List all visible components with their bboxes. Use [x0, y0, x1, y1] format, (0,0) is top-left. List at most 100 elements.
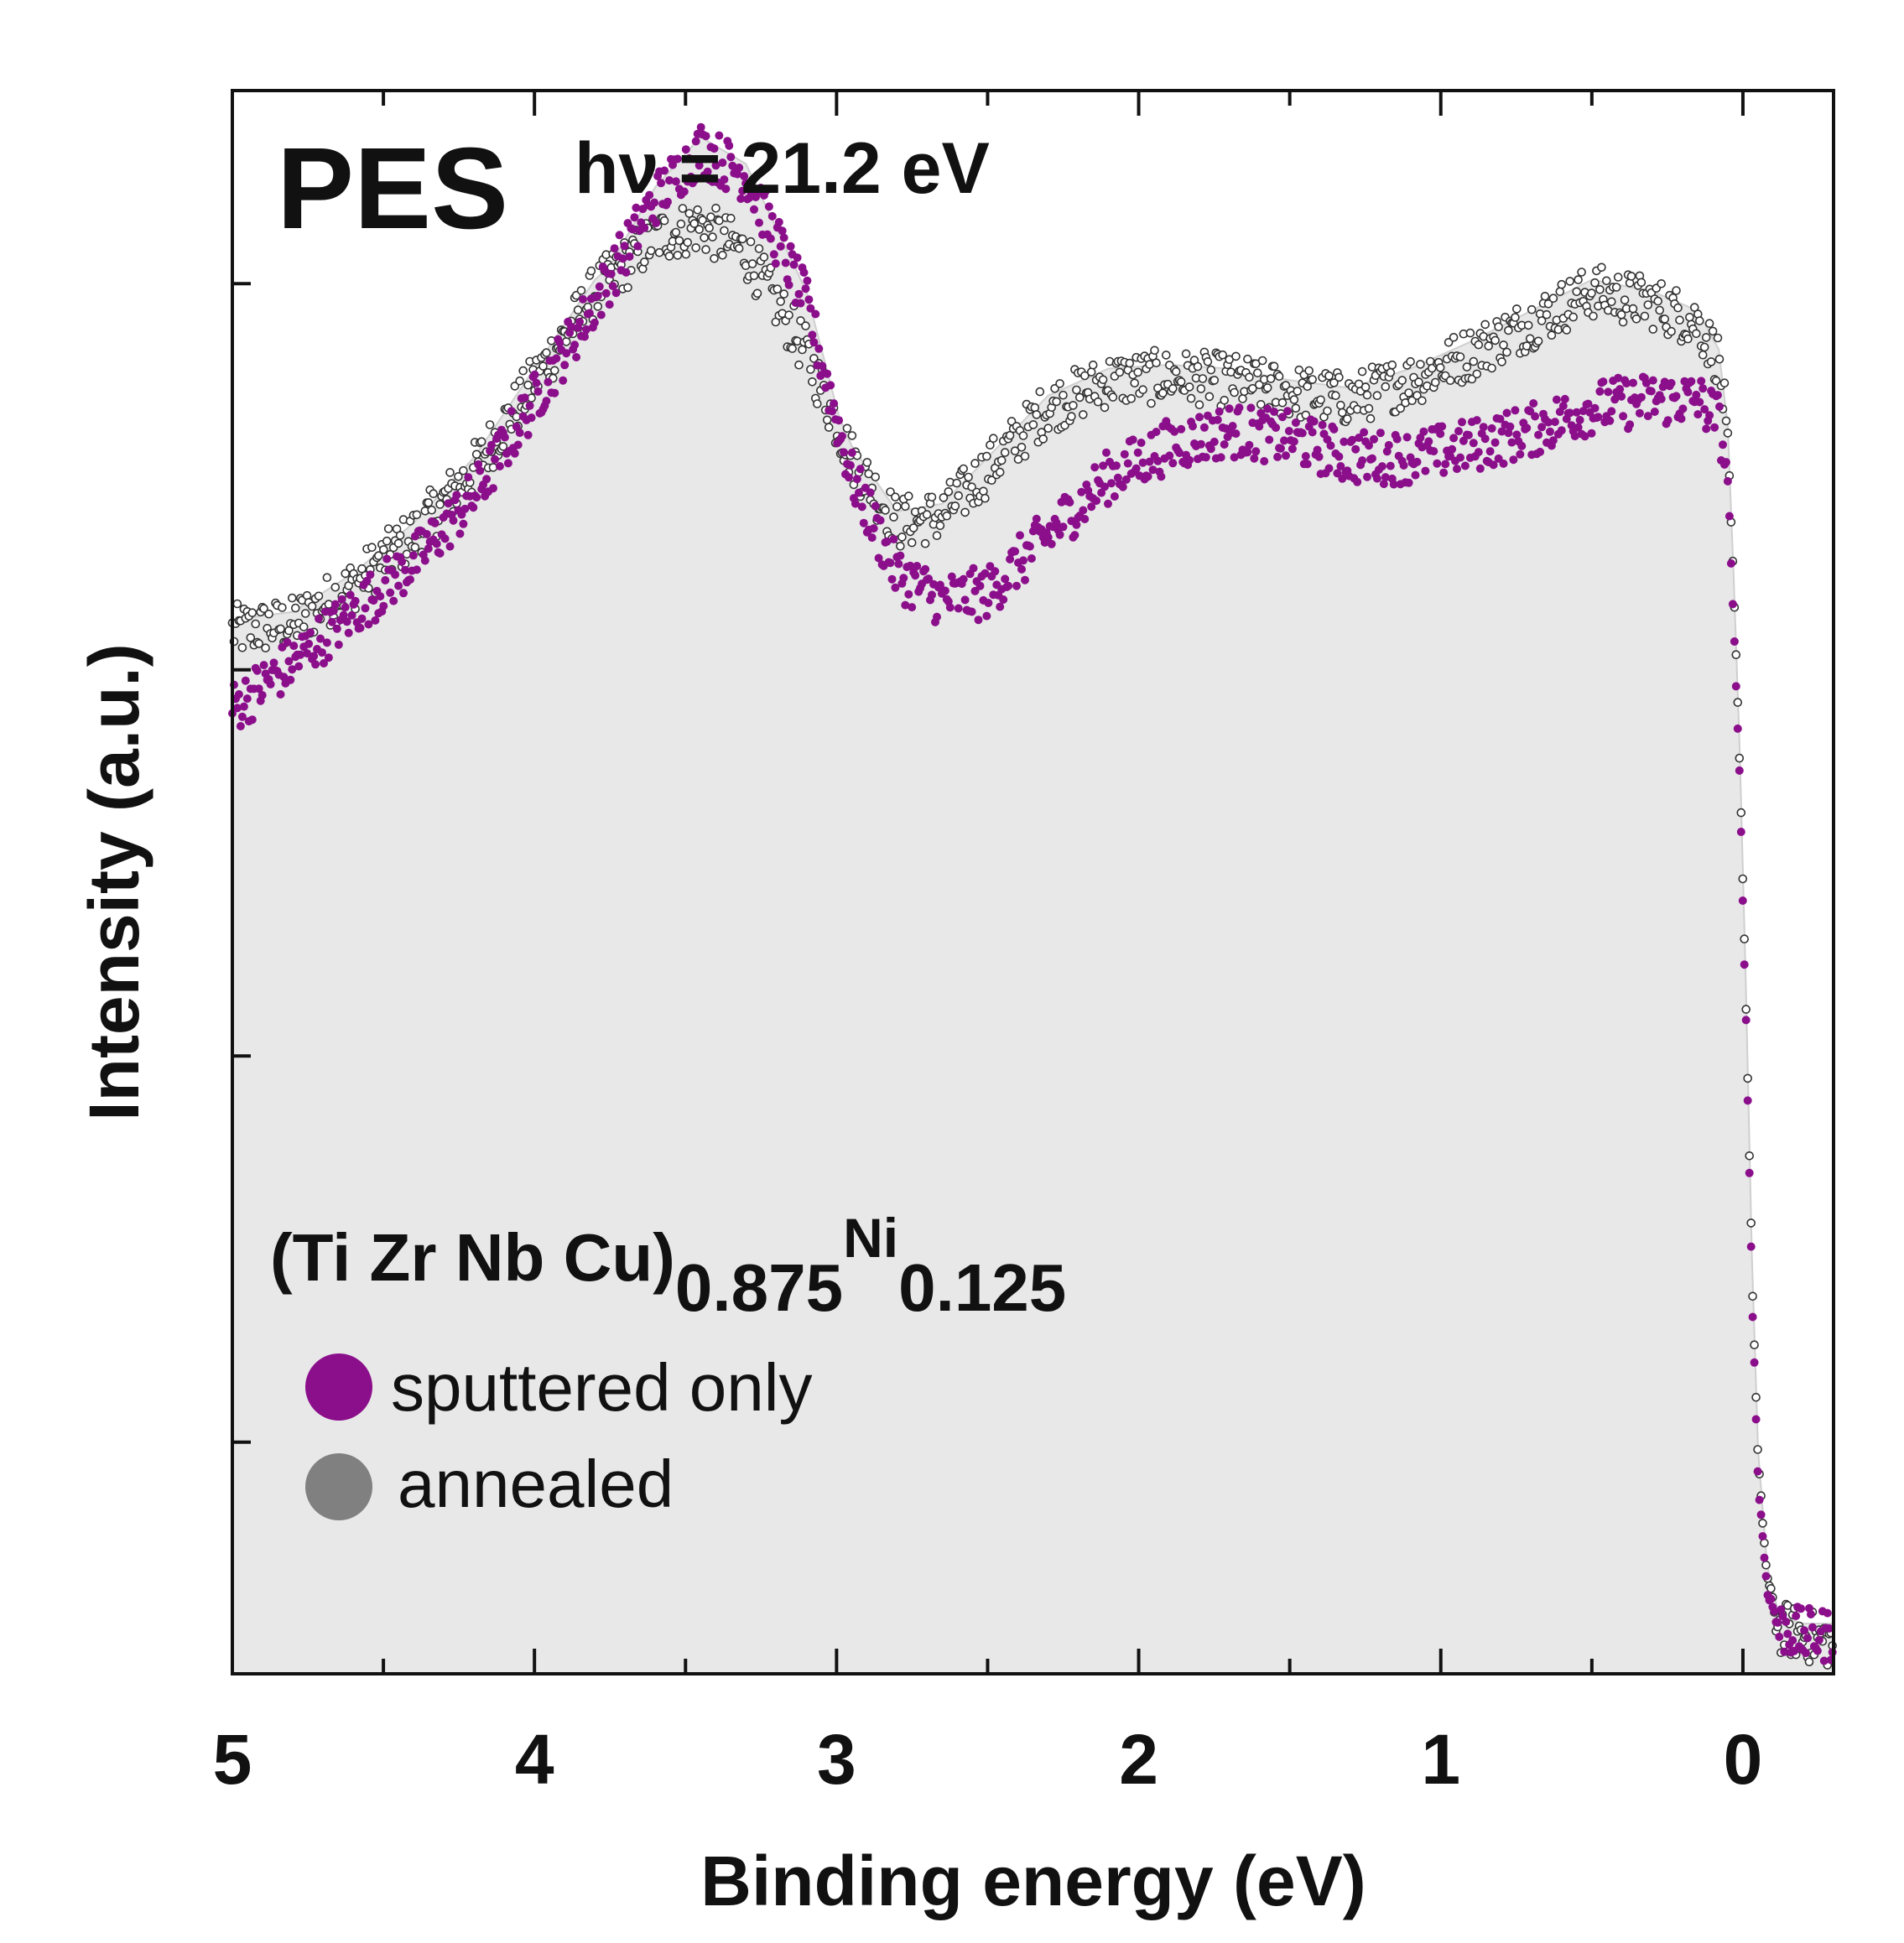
series-annealed-point-838 — [1620, 295, 1630, 305]
legend: sputtered only annealed — [305, 1350, 813, 1521]
series-sputtered-point-135 — [452, 491, 461, 500]
series-sputtered-point-37 — [289, 642, 299, 651]
series-annealed-point-462 — [995, 467, 1005, 477]
series-sputtered-point-419 — [924, 574, 934, 584]
series-annealed-point-445 — [967, 482, 976, 492]
series-annealed-point-94 — [383, 524, 393, 533]
series-sputtered-point-109 — [408, 551, 418, 560]
x-tick-labels: 5 4 3 2 1 0 — [213, 1720, 1763, 1799]
series-sputtered-point-235 — [618, 254, 627, 263]
series-sputtered-point-571 — [1177, 424, 1186, 434]
series-annealed-point-417 — [920, 538, 930, 548]
series-sputtered-point-89 — [376, 592, 385, 601]
series-annealed-point-30 — [278, 603, 287, 612]
series-annealed-point-890 — [1706, 357, 1716, 366]
series-sputtered-point-887 — [1702, 424, 1711, 434]
series-sputtered-point-300 — [726, 153, 736, 162]
series-sputtered-point-351 — [811, 309, 820, 319]
series-sputtered-point-243 — [632, 203, 641, 212]
series-sputtered-point-220 — [593, 291, 602, 300]
series-sputtered-point-758 — [1487, 423, 1496, 433]
series-annealed-point-877 — [1685, 312, 1694, 322]
series-annealed-point-803 — [1562, 325, 1572, 335]
series-annealed-point-588 — [1204, 392, 1215, 402]
series-sputtered-point-25 — [269, 658, 278, 668]
series-sputtered-point-281 — [694, 161, 704, 170]
series-annealed-point-471 — [1010, 446, 1020, 456]
series-sputtered-point-615 — [1250, 454, 1259, 463]
series-sputtered-point-699 — [1389, 480, 1398, 489]
series-annealed-point-500 — [1059, 390, 1068, 400]
series-sputtered-point-770 — [1507, 438, 1516, 447]
series-annealed-point-403 — [897, 533, 907, 542]
series-sputtered-point-225 — [601, 288, 611, 298]
series-sputtered-point-674 — [1348, 435, 1357, 444]
series-sputtered-point-547 — [1137, 439, 1146, 447]
series-sputtered-point-385 — [867, 533, 877, 543]
series-sputtered-point-910 — [1740, 960, 1749, 969]
series-annealed-point-619 — [1256, 399, 1266, 409]
series-sputtered-point-475 — [1017, 564, 1026, 574]
series-sputtered-point-227 — [605, 300, 614, 309]
series-sputtered-point-98 — [391, 570, 400, 579]
series-sputtered-point-29 — [276, 690, 285, 699]
series-annealed-point-484 — [1032, 410, 1042, 419]
series-annealed-point-305 — [734, 243, 744, 253]
series-sputtered-point-176 — [520, 393, 529, 403]
series-sputtered-point-814 — [1580, 432, 1589, 441]
series-annealed-point-591 — [1210, 376, 1220, 385]
series-sputtered-point-855 — [1648, 376, 1657, 385]
series-annealed-point-428 — [939, 493, 949, 502]
series-sputtered-point-557 — [1153, 456, 1163, 465]
series-sputtered-point-677 — [1353, 477, 1362, 486]
series-annealed-point-792 — [1543, 299, 1553, 309]
series-annealed-point-534 — [1115, 367, 1125, 377]
series-sputtered-point-915 — [1748, 1312, 1757, 1322]
series-annealed-point-3 — [232, 599, 242, 609]
series-sputtered-point-373 — [847, 448, 856, 457]
series-sputtered-point-552 — [1145, 457, 1154, 466]
series-annealed-point-713 — [1412, 391, 1422, 400]
series-annealed-point-312 — [746, 236, 756, 247]
series-sputtered-point-180 — [527, 413, 536, 423]
series-annealed-point-949 — [1804, 1657, 1814, 1666]
series-sputtered-point-869 — [1672, 392, 1681, 401]
series-sputtered-point-613 — [1246, 403, 1256, 413]
series-sputtered-point-128 — [440, 534, 450, 543]
series-sputtered-point-293 — [715, 131, 724, 140]
series-sputtered-point-317 — [755, 218, 763, 227]
series-sputtered-point-61 — [329, 606, 338, 616]
chart-title: PES — [277, 124, 508, 253]
series-sputtered-point-201 — [562, 349, 571, 358]
series-annealed-point-794 — [1547, 330, 1557, 340]
series-sputtered-point-923 — [1761, 1572, 1771, 1581]
axes-frame — [231, 89, 1835, 1675]
series-sputtered-point-811 — [1575, 415, 1584, 424]
series-sputtered-point-333 — [781, 258, 790, 268]
series-annealed-point-530 — [1108, 392, 1118, 402]
series-annealed-point-906 — [1733, 698, 1743, 707]
series-sputtered-point-342 — [796, 299, 805, 308]
series-annealed-point-498 — [1055, 379, 1064, 388]
series-sputtered-point-808 — [1570, 432, 1579, 441]
series-sputtered-point-532 — [1111, 461, 1121, 470]
series-sputtered-point-372 — [845, 460, 855, 470]
series-annealed-point-352 — [812, 399, 822, 408]
series-annealed-point-589 — [1206, 365, 1216, 375]
series-sputtered-point-900 — [1723, 476, 1732, 486]
series-annealed-point-270 — [676, 219, 686, 229]
series-sputtered-point-394 — [882, 537, 892, 546]
series-sputtered-point-779 — [1522, 423, 1532, 433]
series-sputtered-point-801 — [1558, 402, 1568, 411]
series-annealed-point-110 — [410, 543, 420, 553]
series-annealed-point-911 — [1741, 1005, 1751, 1014]
series-sputtered-point-656 — [1318, 420, 1327, 429]
series-annealed-point-556 — [1152, 358, 1161, 368]
series-sputtered-point-164 — [500, 433, 509, 442]
series-annealed-point-468 — [1005, 430, 1015, 440]
series-sputtered-point-345 — [801, 284, 810, 294]
series-sputtered-point-911 — [1741, 1016, 1751, 1025]
series-sputtered-point-654 — [1314, 452, 1324, 461]
series-annealed-point-358 — [822, 415, 832, 425]
series-sputtered-point-776 — [1517, 441, 1527, 450]
